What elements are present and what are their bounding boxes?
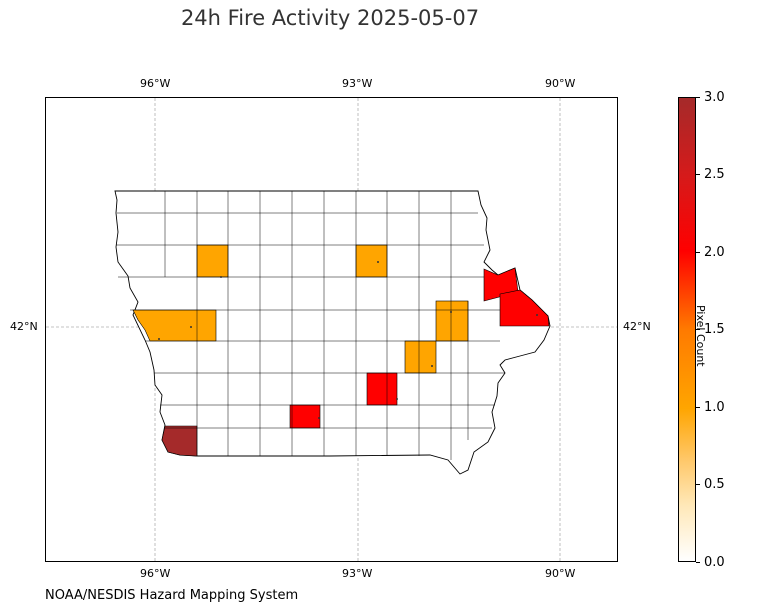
county-red-3 bbox=[366, 372, 398, 406]
top-tick-90w: 90°W bbox=[545, 77, 576, 90]
map-title: 24h Fire Activity 2025-05-07 bbox=[180, 6, 480, 30]
left-tick-42n: 42°N bbox=[10, 320, 38, 333]
county-orange-4 bbox=[435, 300, 469, 342]
fire-detections bbox=[158, 261, 538, 419]
colorbar-tick-5: 2.5 bbox=[704, 167, 725, 182]
colorbar-tick-1: 0.5 bbox=[704, 477, 725, 492]
right-tick-42n: 42°N bbox=[623, 320, 651, 333]
county-orange-5 bbox=[404, 340, 437, 374]
colorbar-tick-2: 1.0 bbox=[704, 400, 725, 415]
county-red-4 bbox=[289, 404, 321, 429]
county-orange-1 bbox=[196, 244, 229, 278]
colorbar-tick-0: 0.0 bbox=[704, 555, 725, 570]
colorbar-tick-4: 2.0 bbox=[704, 245, 725, 260]
county-red-2 bbox=[499, 289, 550, 327]
credit-text: NOAA/NESDIS Hazard Mapping System bbox=[45, 588, 299, 603]
colorbar-tick-3: 1.5 bbox=[704, 322, 725, 337]
bottom-tick-90w: 90°W bbox=[545, 567, 576, 580]
county-boundaries bbox=[116, 191, 505, 460]
bottom-tick-96w: 96°W bbox=[140, 567, 171, 580]
colorbar-label: Pixel Count bbox=[694, 305, 707, 367]
top-tick-96w: 96°W bbox=[140, 77, 171, 90]
fire-counties bbox=[132, 244, 550, 457]
colorbar-tick-6: 3.0 bbox=[704, 90, 725, 105]
bottom-tick-93w: 93°W bbox=[342, 567, 373, 580]
colorbar bbox=[678, 97, 696, 562]
county-orange-2 bbox=[355, 244, 388, 278]
top-tick-93w: 93°W bbox=[342, 77, 373, 90]
